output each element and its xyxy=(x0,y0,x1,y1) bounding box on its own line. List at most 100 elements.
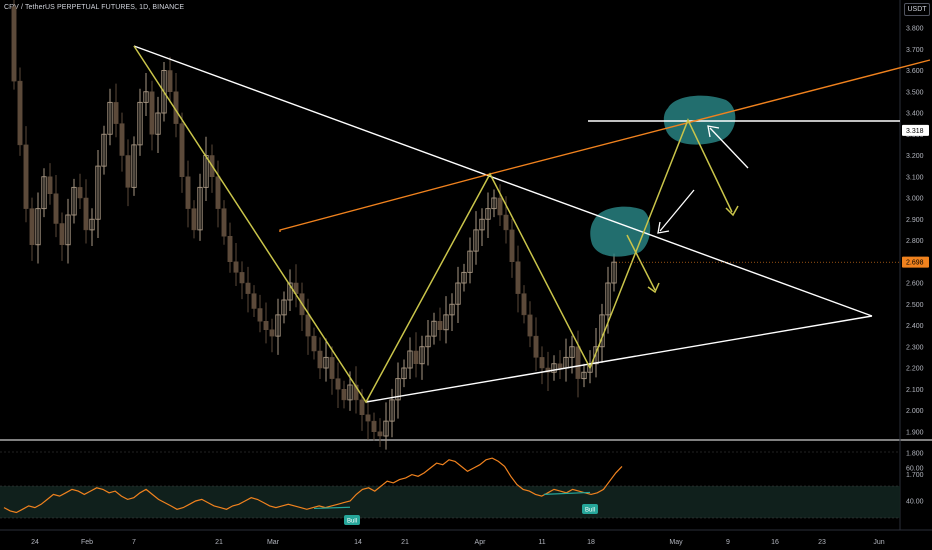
candle-body xyxy=(557,363,563,369)
price-tick-label: 2.500 xyxy=(906,302,924,309)
price-tick-label: 2.000 xyxy=(906,408,924,415)
candle-body xyxy=(287,282,293,301)
candle-body xyxy=(239,272,245,284)
zigzag-branch-line[interactable] xyxy=(626,234,656,291)
candle-body xyxy=(167,70,173,92)
candle-body xyxy=(455,282,461,305)
price-tick-label: 2.100 xyxy=(906,387,924,394)
price-tick-label: 3.400 xyxy=(906,111,924,118)
time-tick-label: 24 xyxy=(31,539,39,546)
candle-body xyxy=(473,229,479,252)
time-tick-label: Mar xyxy=(267,539,280,546)
candle-body xyxy=(113,102,119,124)
candle-body xyxy=(527,314,533,337)
candle-body xyxy=(491,197,497,210)
chart-title: CRV / TetherUS PERPETUAL FUTURES, 1D, BI… xyxy=(4,4,185,11)
price-tick-label: 3.800 xyxy=(906,26,924,33)
candle-body xyxy=(95,165,101,220)
time-tick-label: Jun xyxy=(873,539,884,546)
candle-body xyxy=(317,350,323,369)
candle-body xyxy=(311,335,317,352)
candle-body xyxy=(533,335,539,358)
candle-body xyxy=(305,314,311,337)
candle-body xyxy=(59,223,65,245)
rsi-tick-label: 40.00 xyxy=(906,499,924,506)
candle-body xyxy=(221,208,227,237)
drawings-layer xyxy=(133,45,931,404)
pointer-arrow-upper-head xyxy=(707,125,720,138)
candle-body xyxy=(389,399,395,422)
price-tick-label: 3.700 xyxy=(906,47,924,54)
arrowhead-zigzag-end xyxy=(725,205,739,217)
candle-body xyxy=(509,229,515,262)
candle-body xyxy=(395,378,401,401)
candle-body xyxy=(359,399,365,415)
candle-body xyxy=(371,420,377,432)
candle-body xyxy=(83,197,89,231)
candle-body xyxy=(425,335,431,348)
candle-body xyxy=(215,176,221,209)
candle-body xyxy=(11,6,17,82)
zigzag-pattern-line[interactable] xyxy=(133,45,733,404)
price-tag-box xyxy=(902,124,929,136)
time-tick-label: 23 xyxy=(818,539,826,546)
candle-body xyxy=(77,187,83,199)
candle-body xyxy=(575,346,581,379)
candle-body xyxy=(431,320,437,337)
candle-body xyxy=(53,193,59,224)
time-tick-label: Feb xyxy=(81,539,93,546)
price-tick-label: 3.100 xyxy=(906,174,924,181)
triangle-upper-line[interactable] xyxy=(133,45,873,317)
candle-body xyxy=(401,367,407,380)
candle-body xyxy=(263,321,269,330)
price-unit-label[interactable]: USDT xyxy=(904,3,930,16)
candle-body xyxy=(419,346,425,365)
candle-body xyxy=(449,303,455,316)
time-tick-label: 16 xyxy=(771,539,779,546)
candlestick-series xyxy=(11,0,617,450)
price-tick-label: 2.200 xyxy=(906,366,924,373)
price-tick-label: 1.800 xyxy=(906,451,924,458)
rsi-tick-label: 60.00 xyxy=(906,466,924,473)
candle-body xyxy=(275,314,281,337)
candle-body xyxy=(245,282,251,294)
rsi-pane xyxy=(0,451,900,519)
candle-body xyxy=(467,250,473,273)
pointer-arrow-upper[interactable] xyxy=(709,127,749,169)
bull-label-text: Bull xyxy=(585,508,595,514)
candle-body xyxy=(65,214,71,246)
candle-body xyxy=(269,329,275,337)
candle-body xyxy=(71,186,77,216)
price-tick-label: 3.600 xyxy=(906,68,924,75)
candle-body xyxy=(125,155,131,188)
time-tick-label: 21 xyxy=(215,539,223,546)
time-tick-label: May xyxy=(669,539,683,546)
candle-body xyxy=(593,346,599,365)
time-axis[interactable]: 24 Feb 7 21 Mar 14 21 Apr 11 18 May 9 16 23 Jun xyxy=(31,539,885,546)
pointer-arrow-lower[interactable] xyxy=(659,189,695,232)
triangle-lower-line[interactable] xyxy=(365,315,873,403)
candle-body xyxy=(335,378,341,390)
candle-body xyxy=(257,308,263,322)
divergence-line xyxy=(313,506,351,510)
rsi-line xyxy=(3,457,623,514)
arrowhead-branch xyxy=(647,282,660,294)
candle-body xyxy=(479,218,485,231)
orange-trend-line[interactable] xyxy=(279,59,931,232)
candle-body xyxy=(29,208,35,245)
candle-body xyxy=(137,101,143,146)
divergence-line xyxy=(543,491,591,495)
price-tick-label: 2.400 xyxy=(906,323,924,330)
candle-body xyxy=(323,356,329,369)
candle-body xyxy=(581,371,587,380)
rsi-band xyxy=(0,486,900,518)
time-tick-label: 7 xyxy=(132,539,136,546)
price-tick-label: 1.900 xyxy=(906,429,924,436)
candle-body xyxy=(347,384,353,401)
candle-body xyxy=(191,208,197,231)
price-axis[interactable]: 3.8003.7003.6003.5003.4003.3003.2003.100… xyxy=(906,26,924,479)
candle-body xyxy=(521,293,527,316)
candle-body xyxy=(227,236,233,262)
candle-body xyxy=(341,389,347,401)
